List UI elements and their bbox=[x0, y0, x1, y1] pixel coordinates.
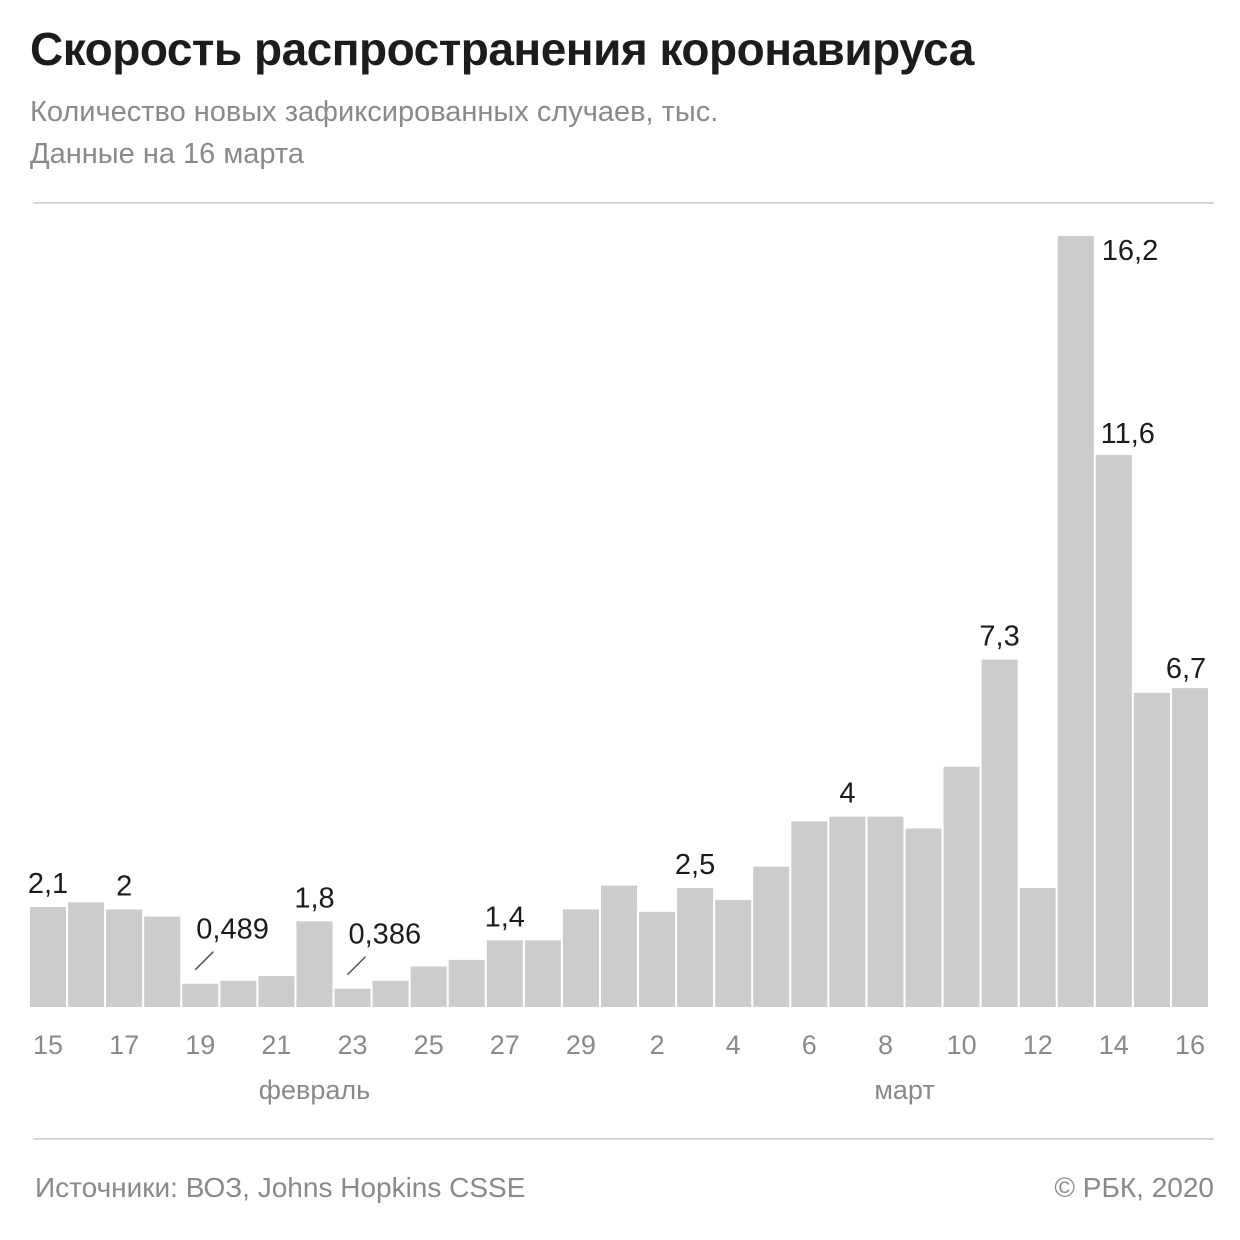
x-tick-label-26: 12 bbox=[1023, 1030, 1053, 1060]
bar-3 bbox=[144, 916, 181, 1007]
bar-6 bbox=[258, 976, 295, 1007]
bar-10 bbox=[410, 966, 447, 1007]
bottom-divider bbox=[33, 1138, 1214, 1140]
x-tick-label-30: 16 bbox=[1175, 1030, 1205, 1060]
bar-20 bbox=[791, 821, 828, 1007]
x-tick-label-22: 8 bbox=[878, 1030, 893, 1060]
value-label-27: 16,2 bbox=[1102, 235, 1158, 267]
x-tick-label-6: 21 bbox=[261, 1030, 291, 1060]
top-divider bbox=[33, 202, 1214, 204]
x-tick-label-4: 19 bbox=[185, 1030, 215, 1060]
bar-0 bbox=[30, 907, 67, 1007]
bar-28 bbox=[1095, 454, 1132, 1007]
bar-16 bbox=[639, 911, 676, 1007]
bar-19 bbox=[753, 866, 790, 1007]
value-label-7: 1,8 bbox=[294, 882, 334, 914]
bar-29 bbox=[1133, 692, 1170, 1007]
bar-25 bbox=[981, 659, 1018, 1007]
month-label-0: февраль bbox=[259, 1075, 370, 1105]
value-label-30: 6,7 bbox=[1166, 653, 1206, 685]
bar-30 bbox=[1171, 688, 1208, 1007]
bar-9 bbox=[372, 980, 409, 1007]
value-label-21: 4 bbox=[839, 778, 855, 810]
copyright-note: © РБК, 2020 bbox=[1054, 1172, 1214, 1203]
value-label-12: 1,4 bbox=[485, 901, 525, 933]
chart-title: Скорость распространения коронавируса bbox=[30, 23, 974, 75]
value-label-28: 11,6 bbox=[1101, 418, 1155, 450]
bar-4 bbox=[182, 983, 219, 1007]
x-tick-label-20: 6 bbox=[802, 1030, 817, 1060]
bar-23 bbox=[905, 828, 942, 1007]
leader-line-4 bbox=[194, 951, 214, 971]
bar-26 bbox=[1019, 888, 1056, 1007]
bar-11 bbox=[448, 959, 485, 1007]
source-note: Источники: ВОЗ, Johns Hopkins CSSE bbox=[35, 1172, 526, 1203]
x-tick-label-0: 15 bbox=[33, 1030, 63, 1060]
x-tick-label-18: 4 bbox=[726, 1030, 741, 1060]
bar-2 bbox=[106, 909, 143, 1007]
x-tick-label-10: 25 bbox=[414, 1030, 444, 1060]
bar-12 bbox=[486, 940, 523, 1007]
bar-22 bbox=[867, 816, 904, 1007]
bar-15 bbox=[600, 885, 638, 1007]
bar-21 bbox=[829, 816, 866, 1007]
bar-1 bbox=[68, 902, 105, 1007]
x-tick-label-12: 27 bbox=[490, 1030, 520, 1060]
chart-subtitle: Количество новых зафиксированных случаев… bbox=[30, 96, 719, 128]
x-tick-label-8: 23 bbox=[337, 1030, 367, 1060]
value-label-4: 0,489 bbox=[196, 914, 269, 946]
value-label-8: 0,386 bbox=[349, 919, 422, 951]
x-tick-label-2: 17 bbox=[109, 1030, 139, 1060]
value-label-0: 2,1 bbox=[28, 868, 68, 900]
value-label-17: 2,5 bbox=[675, 849, 715, 881]
data-date-note: Данные на 16 марта bbox=[30, 138, 304, 170]
bar-8 bbox=[334, 988, 371, 1007]
x-tick-label-24: 10 bbox=[947, 1030, 977, 1060]
x-tick-label-28: 14 bbox=[1099, 1030, 1129, 1060]
bar-27 bbox=[1057, 236, 1094, 1007]
bar-5 bbox=[220, 980, 257, 1007]
bar-chart: 2,1 2 0,489 1,8 0,386 1,4 2,5 4 7,3 16,2 11,6 6,7 15… bbox=[28, 235, 1208, 1105]
x-tick-label-14: 29 bbox=[566, 1030, 596, 1060]
leader-line-8 bbox=[346, 956, 367, 976]
month-label-1: март bbox=[874, 1075, 934, 1105]
x-tick-label-16: 2 bbox=[650, 1030, 665, 1060]
bar-17 bbox=[677, 888, 714, 1007]
value-label-2: 2 bbox=[116, 870, 132, 902]
bar-14 bbox=[562, 909, 599, 1007]
value-label-25: 7,3 bbox=[979, 621, 1019, 653]
bar-13 bbox=[524, 940, 561, 1007]
bar-7 bbox=[296, 921, 333, 1007]
bar-24 bbox=[943, 766, 980, 1007]
bar-18 bbox=[715, 899, 752, 1007]
